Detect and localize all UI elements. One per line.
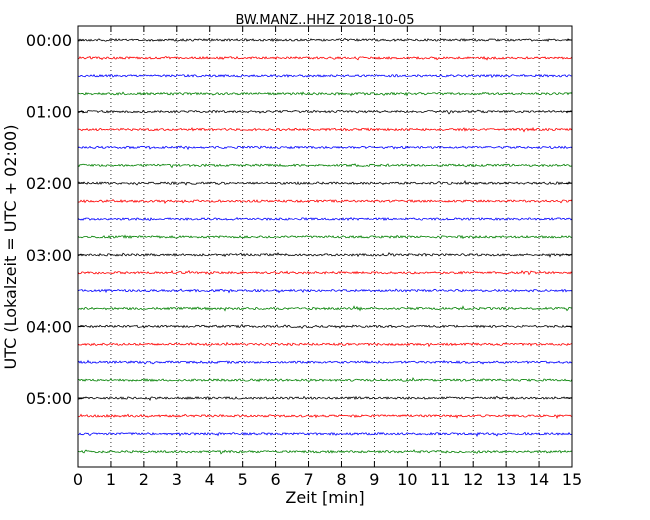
x-tick-label: 13 <box>496 470 516 489</box>
seismic-traces <box>77 37 573 455</box>
x-tick-label: 0 <box>73 470 83 489</box>
trace-0330 <box>77 288 573 294</box>
trace-0200 <box>77 180 573 186</box>
x-tick-label: 6 <box>271 470 281 489</box>
trace-0345 <box>77 305 573 312</box>
x-axis-label: Zeit [min] <box>285 488 364 507</box>
x-tick-label: 3 <box>172 470 182 489</box>
x-tick-label: 5 <box>238 470 248 489</box>
trace-0430 <box>77 359 573 365</box>
x-tick-label: 12 <box>463 470 483 489</box>
plot-frame <box>77 25 573 468</box>
y-tick-label: 05:00 <box>26 389 72 408</box>
trace-0130 <box>77 145 573 151</box>
trace-0000 <box>77 37 573 42</box>
x-tick-label: 7 <box>303 470 313 489</box>
trace-0445 <box>77 377 573 383</box>
trace-0415 <box>77 341 573 348</box>
chart-title: BW.MANZ..HHZ 2018-10-05 <box>235 13 414 28</box>
x-tick-label: 4 <box>205 470 215 489</box>
trace-0400 <box>77 323 573 329</box>
x-tick-label: 8 <box>336 470 346 489</box>
y-tick-label: 02:00 <box>26 174 72 193</box>
trace-0245 <box>77 234 573 240</box>
trace-0145 <box>77 163 573 169</box>
y-tick-label: 03:00 <box>26 246 72 265</box>
x-axis: 0 1 2 3 4 5 6 7 8 9 10 11 12 13 14 15 <box>73 26 582 489</box>
x-tick-label: 2 <box>139 470 149 489</box>
y-tick-label: 04:00 <box>26 317 72 336</box>
trace-0315 <box>77 269 573 276</box>
trace-0300 <box>77 252 573 258</box>
trace-0015 <box>77 55 573 61</box>
x-tick-label: 9 <box>369 470 379 489</box>
x-tick-label: 15 <box>562 470 582 489</box>
trace-0545 <box>77 449 573 455</box>
grid-lines <box>110 26 540 467</box>
x-tick-label: 1 <box>106 470 116 489</box>
y-axis: 00:00 01:00 02:00 03:00 04:00 05:00 <box>26 31 572 408</box>
trace-0045 <box>77 91 573 97</box>
trace-0230 <box>77 216 573 222</box>
trace-0530 <box>77 431 573 438</box>
trace-0500 <box>77 395 573 401</box>
x-tick-label: 14 <box>529 470 549 489</box>
y-axis-label: UTC (Lokalzeit = UTC + 02:00) <box>1 125 20 370</box>
y-tick-label: 01:00 <box>26 103 72 122</box>
trace-0100 <box>77 109 573 115</box>
trace-0030 <box>77 73 573 79</box>
trace-0515 <box>77 413 573 419</box>
x-tick-label: 11 <box>430 470 450 489</box>
y-tick-label: 00:00 <box>26 31 72 50</box>
x-tick-label: 10 <box>397 470 417 489</box>
trace-0215 <box>77 199 573 205</box>
trace-0115 <box>77 126 573 133</box>
